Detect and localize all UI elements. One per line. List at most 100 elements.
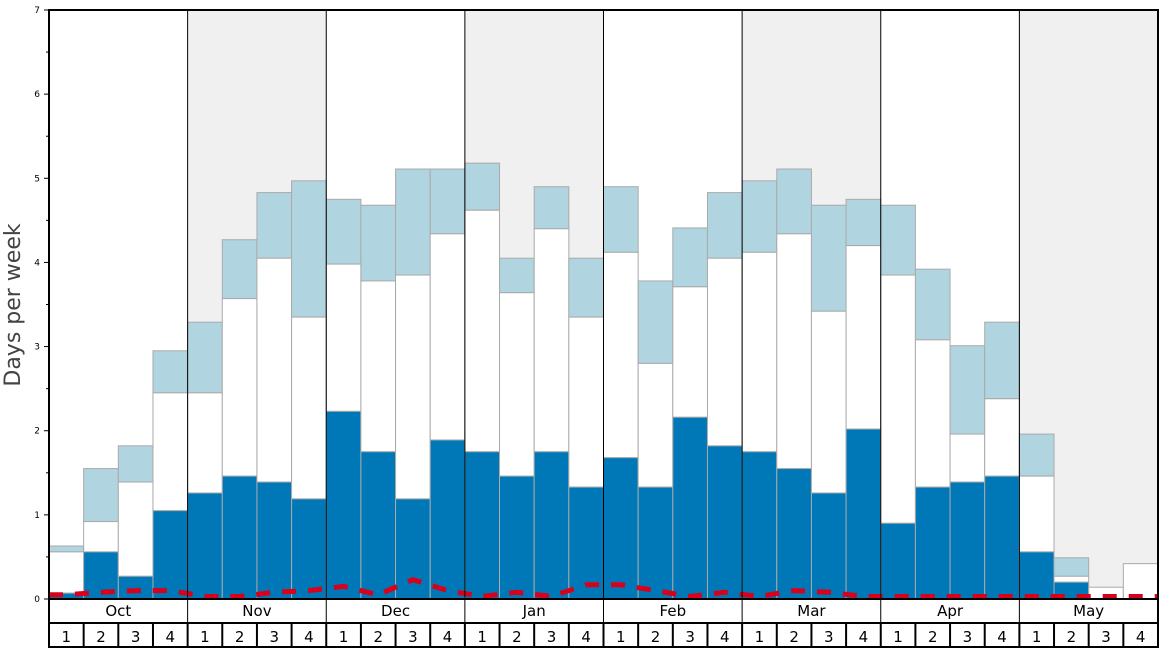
- bar-dark: [672, 416, 708, 600]
- month-label: Apr: [937, 602, 964, 620]
- bar-light: [360, 204, 397, 282]
- bar-light: [533, 186, 570, 230]
- bar-light: [48, 545, 85, 553]
- y-tick-label: 6: [34, 90, 40, 100]
- bar-light: [291, 180, 327, 318]
- month-label: Dec: [381, 602, 410, 620]
- bar-light: [741, 180, 778, 253]
- y-tick-label: 3: [34, 343, 40, 353]
- month-label: Nov: [242, 602, 271, 620]
- bar-light: [914, 268, 951, 341]
- bar-dark: [880, 522, 916, 600]
- week-label: 3: [547, 628, 557, 646]
- dashed-line: [49, 576, 1158, 600]
- bar-white: [533, 228, 570, 453]
- bar-light: [221, 239, 258, 300]
- bar-light: [949, 345, 986, 435]
- week-label: 2: [235, 628, 245, 646]
- bar-dark: [1018, 551, 1055, 600]
- bar-light: [706, 192, 743, 259]
- x-axis: Oct 1 2 3 4 Nov 1 2 3 4 Dec 1 2 3 4 Jan 1 2 3 4 Feb 1 2 3 4 Mar 1 2…: [48, 10, 1159, 648]
- bar-dark: [395, 498, 431, 600]
- week-label: 3: [824, 628, 834, 646]
- bar-dark: [776, 468, 812, 600]
- bar-white: [325, 263, 362, 412]
- bar-dark: [706, 445, 743, 600]
- bar-light: [603, 186, 639, 253]
- bar-light: [83, 468, 119, 523]
- week-label: 4: [859, 628, 869, 646]
- bar-white: [221, 298, 258, 477]
- bar-light: [672, 227, 708, 288]
- week-label: 3: [269, 628, 279, 646]
- week-label: 2: [928, 628, 938, 646]
- bar-light: [325, 198, 362, 265]
- bar-light: [429, 168, 466, 235]
- bar-light: [1053, 557, 1090, 577]
- y-tick-label: 1: [34, 511, 40, 521]
- bar-light: [845, 198, 882, 247]
- week-label: 2: [373, 628, 383, 646]
- bar-white: [1053, 575, 1090, 583]
- y-tick-label: 0: [34, 595, 40, 605]
- bar-white: [187, 392, 223, 494]
- week-label: 4: [443, 628, 453, 646]
- bar-white: [464, 209, 501, 453]
- bar-white: [672, 286, 708, 418]
- week-label: 4: [304, 628, 314, 646]
- bar-white: [83, 521, 119, 553]
- bar-white: [880, 274, 916, 524]
- bar-light: [810, 204, 847, 312]
- week-label: 3: [963, 628, 973, 646]
- bar-white: [741, 251, 778, 453]
- month-label: Oct: [105, 602, 131, 620]
- bar-white: [499, 292, 535, 477]
- bar-dark: [429, 439, 466, 600]
- bar-white: [706, 257, 743, 447]
- bar-white: [984, 398, 1020, 477]
- bar-light: [152, 350, 189, 394]
- bar-dark: [810, 492, 847, 600]
- bar-white: [360, 280, 397, 453]
- bar-light: [464, 162, 501, 211]
- month-label: May: [1073, 602, 1104, 620]
- week-label: 1: [200, 628, 210, 646]
- bar-white: [291, 316, 327, 500]
- week-label: 3: [685, 628, 695, 646]
- month-label: Jan: [522, 602, 546, 620]
- week-label: 1: [616, 628, 626, 646]
- bar-light: [395, 168, 431, 276]
- bar-dark: [499, 475, 535, 600]
- bar-light: [187, 321, 223, 394]
- bar-dark: [187, 492, 223, 600]
- bar-dark: [741, 451, 778, 600]
- y-tick-label: 7: [34, 6, 40, 16]
- bar-dark: [533, 451, 570, 600]
- bar-white: [949, 433, 986, 483]
- week-label: 1: [755, 628, 765, 646]
- bar-dark: [360, 451, 397, 600]
- week-label: 3: [408, 628, 418, 646]
- bar-light: [637, 280, 674, 364]
- y-axis-label: Days per week: [1, 223, 26, 386]
- bar-white: [152, 392, 189, 512]
- bar-white: [48, 551, 85, 594]
- bar-light: [568, 257, 604, 318]
- y-tick-label: 4: [34, 258, 40, 268]
- bar-white: [637, 362, 674, 488]
- bar-dark: [256, 481, 293, 600]
- week-label: 2: [651, 628, 661, 646]
- week-label: 2: [512, 628, 522, 646]
- week-label: 1: [339, 628, 349, 646]
- bar-light: [499, 257, 535, 294]
- bar-white: [256, 257, 293, 483]
- bar-white: [776, 233, 812, 470]
- bar-white: [1122, 563, 1159, 600]
- week-label: 1: [893, 628, 903, 646]
- bar-white: [117, 481, 154, 577]
- y-tick-label: 5: [34, 174, 40, 184]
- bar-dark: [152, 510, 189, 600]
- bar-white: [429, 233, 466, 441]
- week-label: 3: [131, 628, 141, 646]
- bar-dark: [291, 498, 327, 600]
